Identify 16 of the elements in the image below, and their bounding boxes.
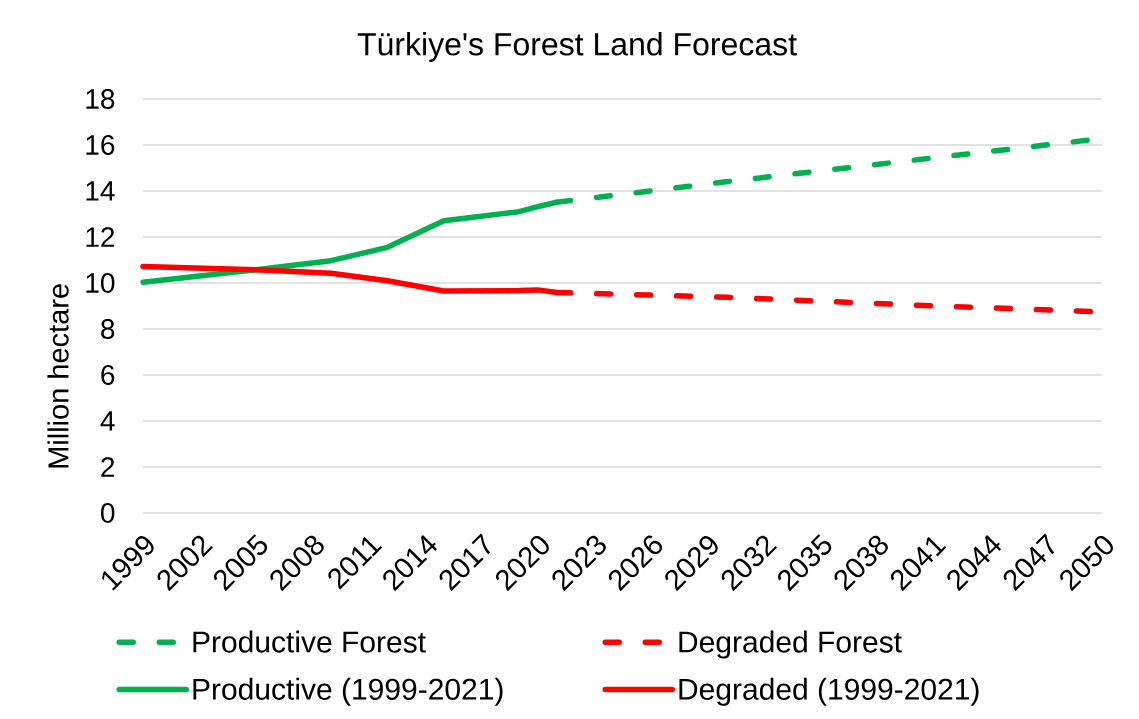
legend-label: Degraded (1999-2021)	[679, 677, 979, 706]
legend-label: Degraded Forest	[679, 630, 902, 659]
legend-label: Productive (1999-2021)	[193, 677, 503, 706]
y-tick-label: 18	[86, 89, 115, 109]
y-tick-label: 16	[86, 135, 115, 155]
y-tick-label: 8	[101, 319, 115, 339]
legend-label: Productive Forest	[193, 630, 426, 653]
y-tick-label: 0	[101, 503, 115, 523]
y-tick-label: 14	[86, 181, 115, 201]
y-tick-label: 2	[101, 457, 115, 477]
y-tick-label: 4	[100, 411, 115, 431]
y-tick-label: 12	[86, 227, 115, 247]
chart-title: Türkiye's Forest Land Forecast	[357, 32, 797, 62]
y-axis-title: Million hectare	[47, 284, 69, 468]
y-tick-label: 6	[101, 365, 115, 385]
y-tick-label: 10	[86, 273, 115, 293]
